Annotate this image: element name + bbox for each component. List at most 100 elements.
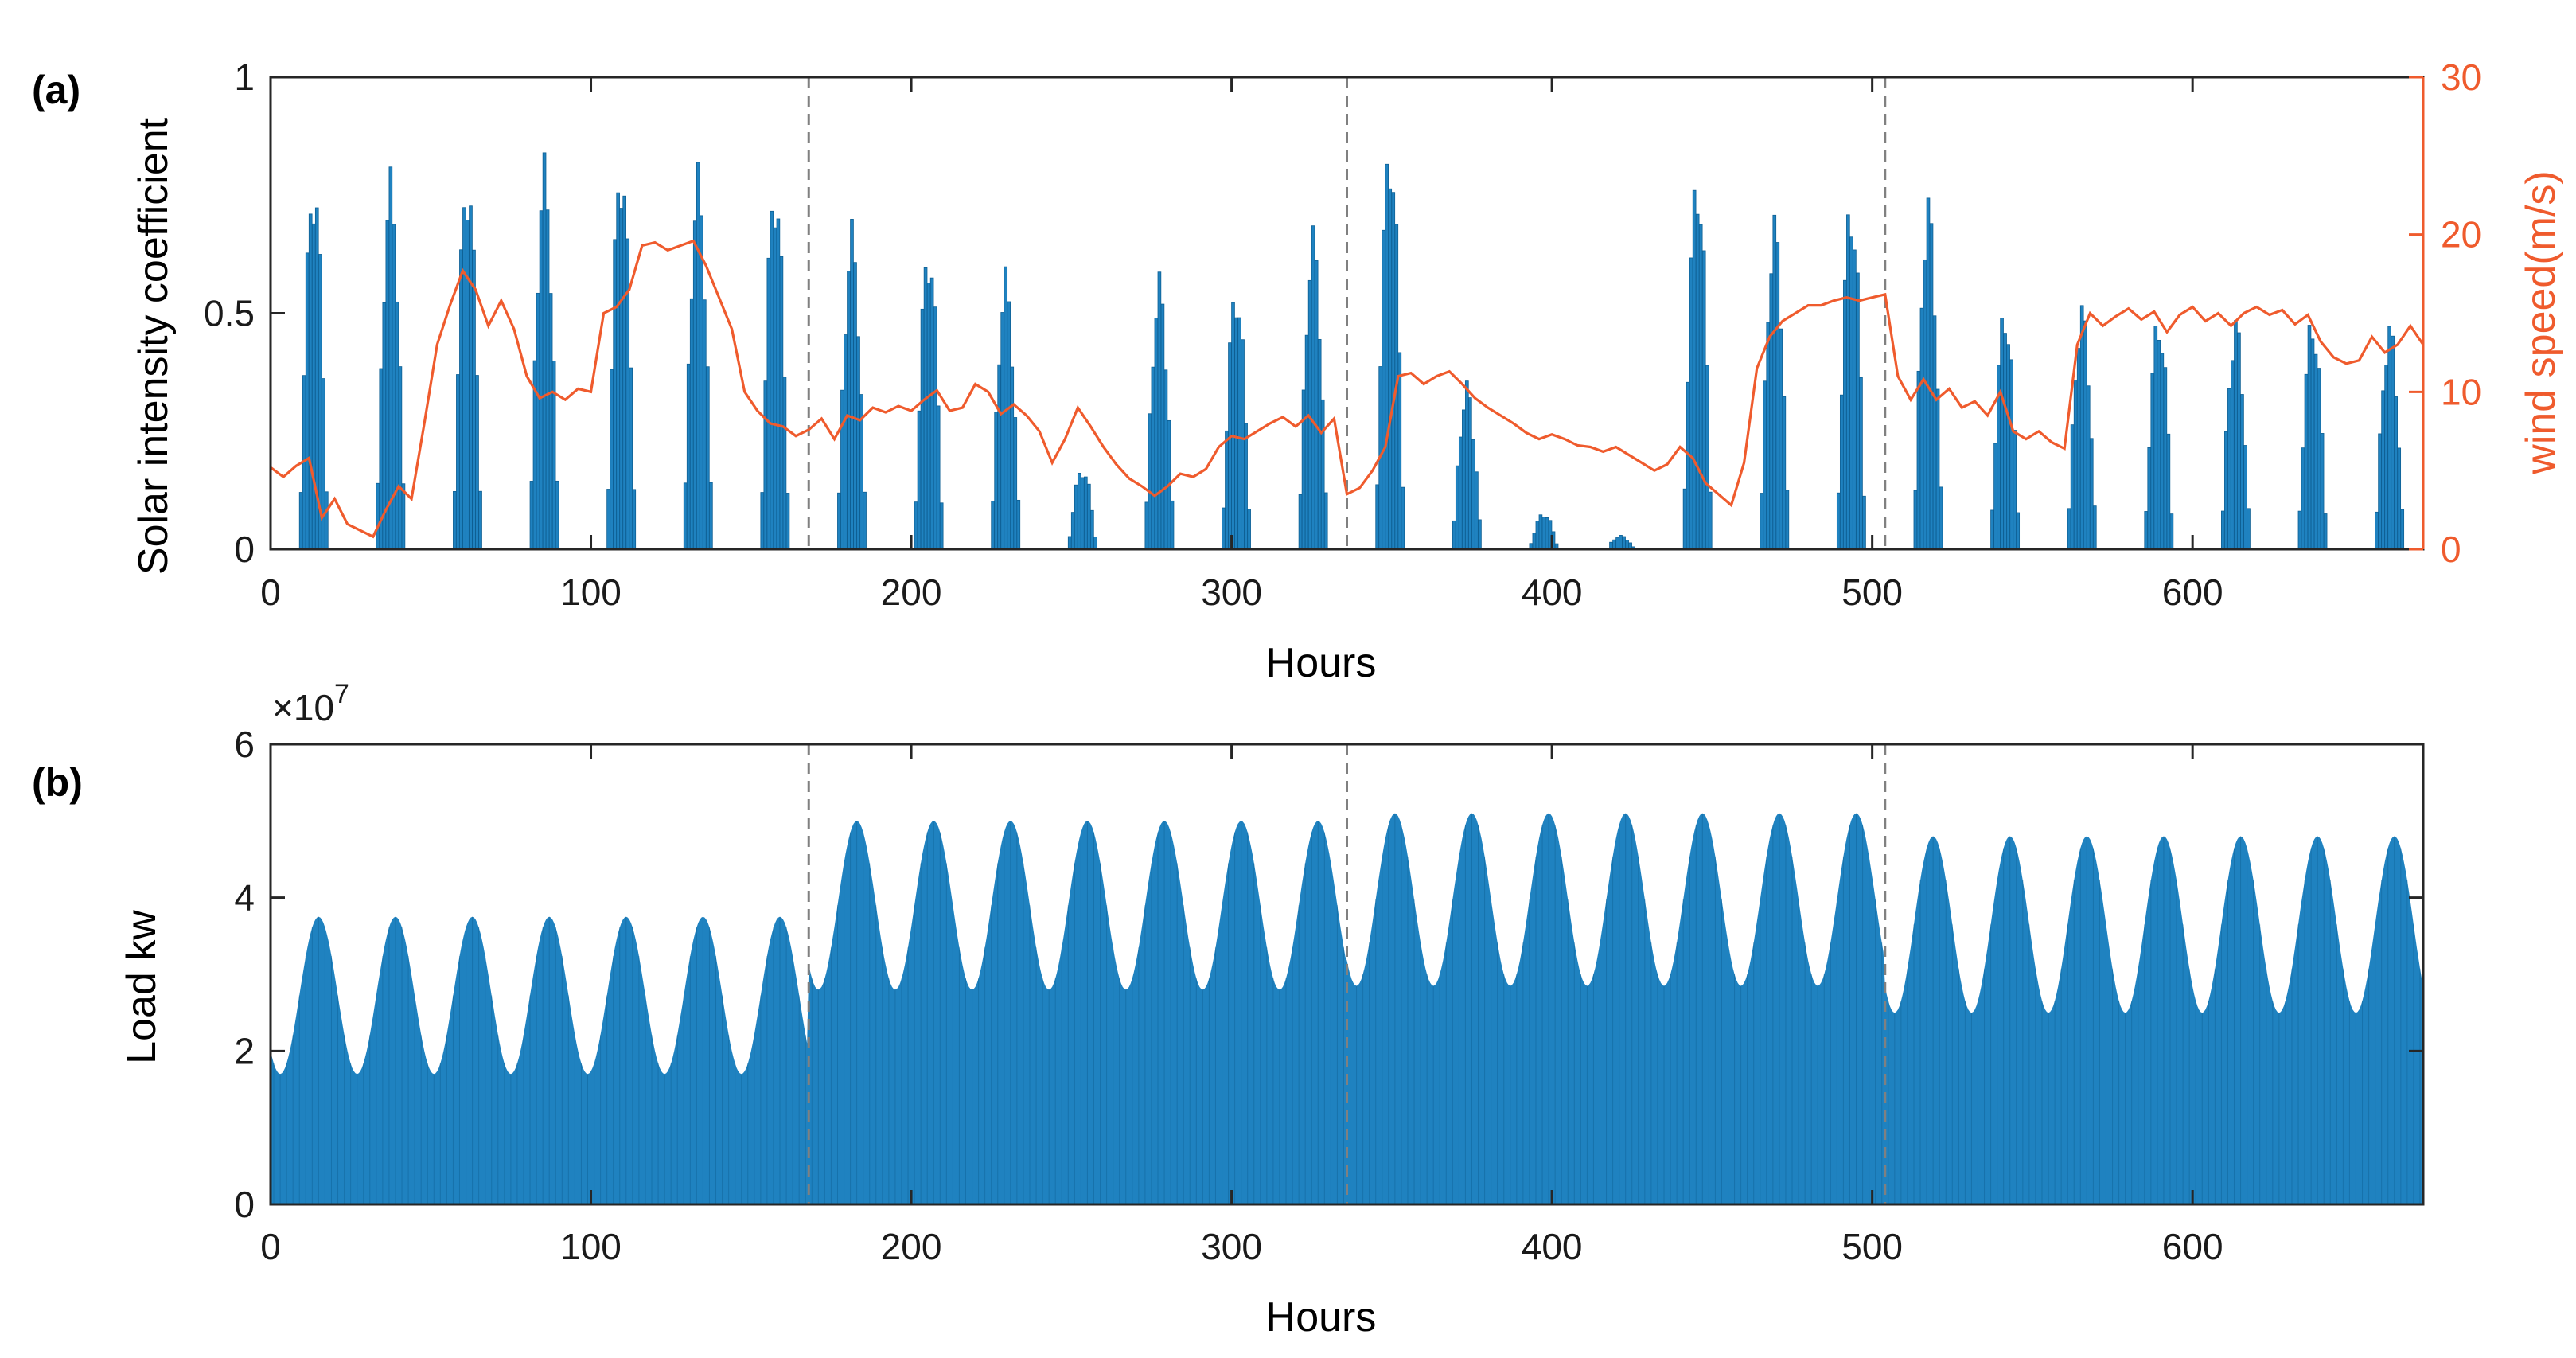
- solar-bar: [622, 195, 627, 550]
- solar-bar: [1843, 279, 1847, 550]
- solar-bar: [1769, 273, 1774, 550]
- solar-bar: [1323, 492, 1328, 550]
- solar-bar: [779, 256, 784, 550]
- solar-bar: [555, 480, 559, 550]
- solar-bar: [2387, 326, 2391, 550]
- solar-bar: [1775, 242, 1780, 550]
- solar-bar: [2092, 505, 2097, 550]
- solar-bar: [1298, 494, 1303, 550]
- solar-bar: [1692, 189, 1697, 550]
- solar-bar: [2391, 335, 2395, 550]
- y2-tick-label: 30: [2441, 57, 2481, 98]
- solar-bar: [699, 215, 703, 550]
- x-tick-label: 0: [260, 1226, 281, 1267]
- solar-bar: [1311, 225, 1315, 550]
- solar-bar: [2400, 509, 2405, 550]
- solar-bar: [1458, 436, 1463, 550]
- solar-bar: [456, 374, 460, 550]
- solar-bar: [1760, 493, 1763, 550]
- solar-bar: [1682, 488, 1687, 550]
- solar-bar: [991, 501, 995, 550]
- solar-bar: [629, 367, 633, 550]
- x-tick-label: 500: [1841, 572, 1903, 613]
- x-tick-label: 100: [560, 1226, 622, 1267]
- solar-bar: [1317, 338, 1322, 550]
- solar-bar: [1301, 389, 1306, 550]
- solar-bar: [2083, 320, 2087, 550]
- solar-bars: [298, 152, 2405, 550]
- solar-bar: [1913, 490, 1918, 550]
- solar-bar: [2003, 333, 2007, 550]
- solar-bar: [1939, 486, 1943, 550]
- solar-bar: [709, 482, 713, 550]
- solar-bar: [1170, 500, 1175, 550]
- solar-bar: [2089, 438, 2094, 550]
- solar-bar: [2079, 305, 2084, 550]
- solar-bar: [2237, 332, 2241, 550]
- solar-bar: [2317, 368, 2321, 550]
- solar-bar: [1090, 509, 1094, 550]
- solar-bar: [1225, 430, 1229, 550]
- solar-bar: [1010, 366, 1015, 550]
- solar-bar: [1462, 409, 1466, 550]
- solar-bar: [2076, 348, 2081, 550]
- solar-bar: [2247, 508, 2251, 550]
- week-dividers-b: [807, 744, 1887, 1204]
- y-tick-label: 0.5: [204, 293, 255, 334]
- solar-bar: [1708, 491, 1713, 550]
- solar-bar: [1375, 484, 1379, 550]
- solar-bar: [2307, 325, 2312, 550]
- solar-bar: [392, 224, 396, 550]
- solar-bar: [1468, 397, 1472, 550]
- solar-bar: [1926, 197, 1931, 550]
- solar-bar: [1478, 519, 1482, 550]
- week-dividers-a: [807, 77, 1887, 549]
- solar-bar: [923, 267, 928, 550]
- solar-bar: [696, 162, 700, 550]
- solar-bar: [1993, 443, 1997, 550]
- solar-bar: [2310, 338, 2315, 550]
- solar-bar: [1382, 229, 1386, 550]
- solar-bar: [1237, 317, 1241, 550]
- solar-bar: [1625, 540, 1629, 550]
- solar-bar: [1698, 224, 1703, 550]
- solar-bar: [1779, 328, 1783, 550]
- solar-bar: [1862, 495, 1866, 550]
- solar-bar: [1532, 533, 1537, 550]
- solar-bar: [388, 166, 393, 550]
- solar-bar: [2157, 340, 2161, 550]
- solar-bar: [2070, 424, 2075, 550]
- solar-bar: [1836, 492, 1841, 550]
- x-tick-label: 400: [1522, 572, 1583, 613]
- solar-bar: [840, 389, 844, 550]
- solar-bar: [1465, 380, 1469, 550]
- solar-bar: [475, 375, 479, 550]
- solar-bar: [1388, 188, 1393, 550]
- y-axis-label-b: Load kw: [119, 910, 165, 1064]
- x-axis-label-a: Hours: [1266, 640, 1377, 686]
- solar-bar: [529, 481, 534, 550]
- solar-bar: [1397, 352, 1402, 550]
- solar-bar: [1475, 471, 1479, 550]
- solar-bar: [2013, 430, 2017, 550]
- solar-bar: [1385, 163, 1389, 550]
- solar-bar: [1241, 339, 1245, 550]
- solar-bar: [2144, 511, 2149, 550]
- solar-bar: [1919, 307, 1924, 550]
- solar-bar: [308, 213, 313, 550]
- solar-bar: [2150, 373, 2155, 550]
- y-ticks-b: 0 2 4 6: [234, 724, 2423, 1225]
- solar-bar: [1785, 490, 1790, 550]
- solar-bar: [1013, 417, 1018, 550]
- solar-bar: [478, 490, 482, 550]
- solar-bar: [1144, 501, 1149, 550]
- solar-bar: [917, 410, 922, 550]
- solar-bar: [936, 405, 941, 550]
- x-tick-label: 600: [2162, 572, 2223, 613]
- x-tick-label: 200: [881, 572, 942, 613]
- solar-bar: [1004, 266, 1008, 550]
- solar-bar: [1314, 260, 1319, 550]
- solar-bar: [853, 262, 857, 550]
- solar-bar: [1070, 512, 1075, 550]
